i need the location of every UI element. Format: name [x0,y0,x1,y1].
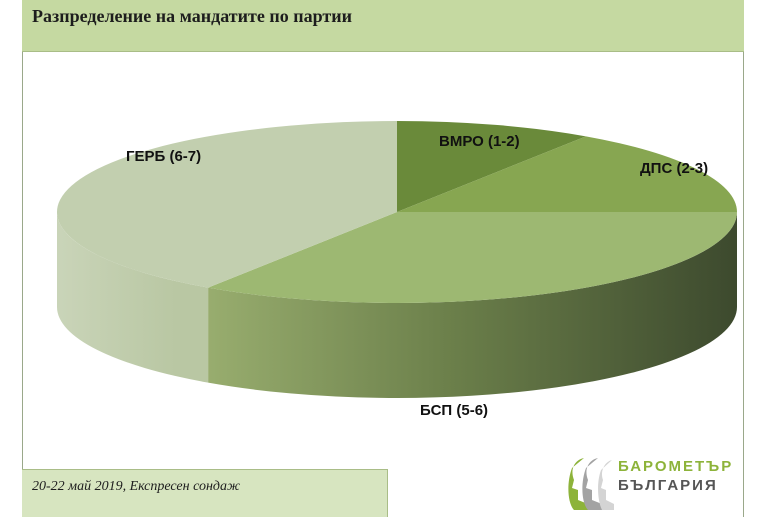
slide-frame [22,0,744,517]
chart-title: Разпределение на мандатите по партии [32,6,352,26]
slice-vmro [397,121,586,212]
slice-gerb [56,121,397,288]
barometer-logo: БАРОМЕТЪР БЪЛГАРИЯ [566,454,742,514]
slice-label-gerb: ГЕРБ (6-7) [126,148,202,165]
logo-text-line2: БЪЛГАРИЯ [618,477,718,494]
slice-side-gerb [57,212,209,383]
survey-date-note: 20-22 май 2019, Експресен сондаж [32,479,241,494]
slice-dps [397,136,737,212]
footer-note-bar: 20-22 май 2019, Експресен сондаж [22,469,388,517]
slice-label-dps: ДПС (2-3) [640,160,709,177]
title-bar: Разпределение на мандатите по партии [22,0,744,52]
logo-text-line1: БАРОМЕТЪР [618,458,734,475]
slice-label-bsp: БСП (5-6) [420,402,489,419]
slice-bsp [208,212,737,304]
slice-side-bsp [208,212,737,398]
faces-silhouette-icon [568,458,614,510]
slice-label-vmro: ВМРО (1-2) [439,133,520,150]
